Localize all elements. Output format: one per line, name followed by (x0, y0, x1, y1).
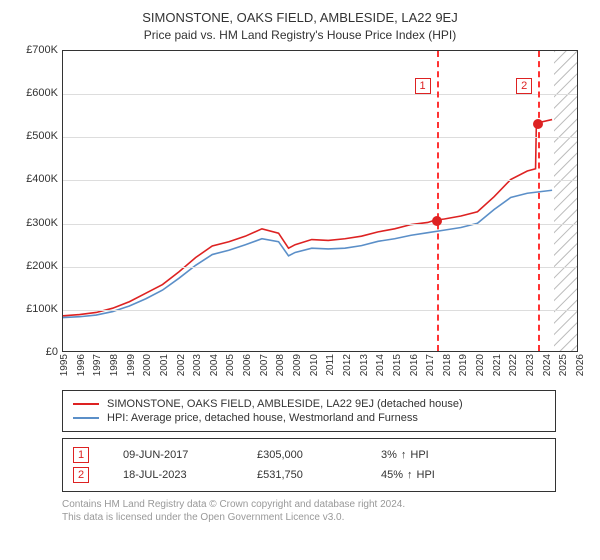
x-tick-label: 2026 (575, 354, 586, 376)
legend-row: HPI: Average price, detached house, West… (73, 411, 545, 425)
x-tick-label: 2023 (525, 354, 536, 376)
legend-swatch (73, 417, 99, 419)
y-axis-labels: £0£100K£200K£300K£400K£500K£600K£700K (16, 50, 60, 352)
y-tick-label: £700K (26, 44, 58, 56)
chart-subtitle: Price paid vs. HM Land Registry's House … (16, 28, 584, 42)
x-tick-label: 2009 (292, 354, 303, 376)
x-tick-label: 2021 (492, 354, 503, 376)
x-tick-label: 2005 (225, 354, 236, 376)
legend: SIMONSTONE, OAKS FIELD, AMBLESIDE, LA22 … (62, 390, 556, 432)
gridline (63, 224, 577, 225)
y-tick-label: £200K (26, 260, 58, 272)
x-tick-label: 2010 (309, 354, 320, 376)
gridline (63, 137, 577, 138)
event-number-badge: 1 (73, 447, 89, 463)
x-tick-label: 2006 (242, 354, 253, 376)
x-tick-label: 2020 (475, 354, 486, 376)
x-tick-label: 2004 (209, 354, 220, 376)
y-tick-label: £100K (26, 303, 58, 315)
x-tick-label: 1998 (109, 354, 120, 376)
x-tick-label: 2014 (375, 354, 386, 376)
x-tick-label: 2018 (442, 354, 453, 376)
event-price: £531,750 (257, 469, 347, 481)
event-table-row: 1 09-JUN-2017 £305,000 3% ↑ HPI (73, 445, 545, 465)
footer-line-1: Contains HM Land Registry data © Crown c… (62, 498, 584, 511)
legend-swatch (73, 403, 99, 405)
event-callout: 2 (516, 78, 532, 94)
chart-title: SIMONSTONE, OAKS FIELD, AMBLESIDE, LA22 … (16, 10, 584, 25)
x-tick-label: 2007 (259, 354, 270, 376)
event-line (538, 51, 540, 351)
x-tick-label: 2022 (508, 354, 519, 376)
x-tick-label: 2000 (142, 354, 153, 376)
chart-area: £0£100K£200K£300K£400K£500K£600K£700K 12… (16, 50, 584, 380)
x-tick-label: 2001 (159, 354, 170, 376)
x-axis-labels: 1995 1996 1997 1998 1999 2000 2001 2002 2003 2004… (62, 354, 578, 380)
x-tick-label: 2012 (342, 354, 353, 376)
plot-area: 12 (62, 50, 578, 352)
gridline (63, 94, 577, 95)
event-pct: 3% ↑ HPI (381, 449, 429, 461)
x-tick-label: 1997 (92, 354, 103, 376)
y-tick-label: £300K (26, 217, 58, 229)
event-table-row: 2 18-JUL-2023 £531,750 45% ↑ HPI (73, 465, 545, 485)
footer: Contains HM Land Registry data © Crown c… (62, 498, 584, 524)
y-tick-label: £400K (26, 173, 58, 185)
x-tick-label: 2019 (458, 354, 469, 376)
x-tick-label: 2025 (558, 354, 569, 376)
gridline (63, 310, 577, 311)
x-tick-label: 1996 (76, 354, 87, 376)
x-tick-label: 2003 (192, 354, 203, 376)
series-price_paid (63, 120, 552, 316)
x-tick-label: 1995 (59, 354, 70, 376)
event-date: 18-JUL-2023 (123, 469, 223, 481)
x-tick-label: 2013 (359, 354, 370, 376)
event-price: £305,000 (257, 449, 347, 461)
x-tick-label: 2008 (275, 354, 286, 376)
x-tick-label: 2015 (392, 354, 403, 376)
event-marker (533, 119, 543, 129)
chart-lines (63, 51, 577, 351)
event-callout: 1 (415, 78, 431, 94)
legend-label: HPI: Average price, detached house, West… (107, 412, 418, 424)
gridline (63, 180, 577, 181)
event-pct: 45% ↑ HPI (381, 469, 435, 481)
x-tick-label: 2017 (425, 354, 436, 376)
y-tick-label: £500K (26, 130, 58, 142)
x-tick-label: 2011 (325, 354, 336, 376)
legend-row: SIMONSTONE, OAKS FIELD, AMBLESIDE, LA22 … (73, 397, 545, 411)
x-tick-label: 1999 (126, 354, 137, 376)
x-tick-label: 2024 (542, 354, 553, 376)
y-tick-label: £600K (26, 87, 58, 99)
y-tick-label: £0 (46, 346, 58, 358)
event-date: 09-JUN-2017 (123, 449, 223, 461)
gridline (63, 267, 577, 268)
x-tick-label: 2016 (409, 354, 420, 376)
footer-line-2: This data is licensed under the Open Gov… (62, 511, 584, 524)
event-line (437, 51, 439, 351)
events-table: 1 09-JUN-2017 £305,000 3% ↑ HPI 2 18-JUL-2023… (62, 438, 556, 492)
event-marker (432, 216, 442, 226)
event-number-badge: 2 (73, 467, 89, 483)
x-tick-label: 2002 (176, 354, 187, 376)
legend-label: SIMONSTONE, OAKS FIELD, AMBLESIDE, LA22 … (107, 398, 463, 410)
